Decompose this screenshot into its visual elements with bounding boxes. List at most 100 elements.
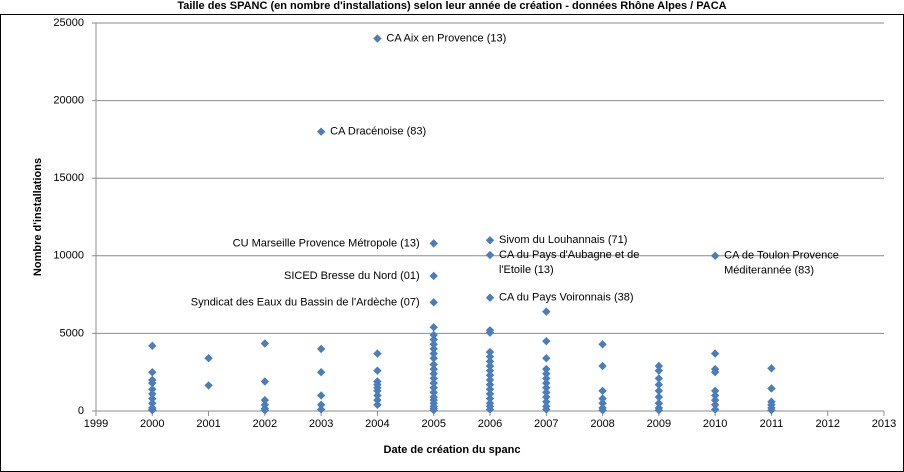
point [654,380,664,389]
x-tick-label: 2001 [196,418,220,430]
point [485,236,495,245]
point [542,369,551,378]
point [654,361,664,371]
point [485,366,495,375]
point [148,399,157,408]
point [429,335,438,344]
point [598,386,607,396]
point [429,354,438,363]
point [429,364,438,374]
point [260,339,270,348]
point [429,378,438,388]
point [429,344,438,354]
point [542,397,551,406]
point [260,377,270,386]
point [710,368,720,377]
point [429,330,438,340]
point [148,341,157,351]
point [598,340,607,349]
point [429,322,438,332]
point [542,374,551,383]
point-label: Syndicat des Eaux du Bassin de l'Ardèche… [191,296,420,308]
chart-frame [0,14,904,472]
x-tick-label: 2004 [365,418,389,430]
point [316,127,326,136]
point-label: CA du Pays Voironnais (38) [499,292,634,304]
point [598,394,607,403]
point [542,392,551,402]
point [767,364,776,373]
point [316,344,326,354]
point [485,385,495,394]
point [485,394,495,403]
y-tick-label: 15000 [53,172,84,184]
point [485,357,495,366]
point [260,406,270,415]
point [485,405,495,414]
x-tick-label: 2005 [421,418,445,430]
x-axis-label: Date de création du spanc [384,444,521,456]
point [654,399,664,408]
point [148,389,157,399]
point [485,371,495,380]
point [710,386,720,396]
point [373,395,382,405]
point [316,368,326,377]
point [710,251,720,260]
x-tick-label: 2003 [309,418,333,430]
point-label: CA Dracénoise (83) [330,126,426,138]
point [598,406,607,415]
point [767,406,776,415]
point [542,378,551,388]
point [429,383,438,392]
point-label: Méditerannée (83) [724,265,814,277]
x-tick-label: 2013 [872,418,896,430]
point [373,349,382,358]
y-tick-label: 5000 [60,327,84,339]
point [485,250,495,260]
point [316,405,326,414]
point [429,271,438,281]
point [542,364,551,374]
point [710,391,720,400]
point [767,384,776,393]
point-label: CA Aix en Provence (13) [386,32,506,44]
point [485,347,495,357]
point [316,391,326,400]
point-label: CU Marseille Provence Métropole (13) [233,237,420,249]
point [373,34,382,43]
point [204,354,213,363]
point [148,378,157,388]
point [429,360,438,369]
x-tick-label: 2007 [534,418,558,430]
x-tick-label: 2011 [760,418,784,430]
y-tick-label: 20000 [53,95,84,107]
x-tick-label: 2006 [478,418,502,430]
point [485,380,495,389]
point [542,336,551,346]
point [710,405,720,414]
point [485,293,495,302]
point [485,361,495,371]
point [429,388,438,397]
x-tick-label: 2009 [647,418,671,430]
point [429,406,438,415]
point [148,394,157,403]
point [654,406,664,415]
point [373,386,382,396]
point [373,400,382,409]
point [710,400,720,409]
point [148,368,157,377]
point [373,366,382,375]
point [260,395,270,405]
y-tick-label: 10000 [53,250,84,262]
point [654,374,664,383]
point-label: CA du Pays d'Aubagne et de [499,249,639,261]
y-axis-label: Nombre d'installations [32,158,44,276]
x-tick-label: 2002 [253,418,277,430]
chart-title: Taille des SPANC (en nombre d'installati… [177,0,726,12]
point [485,375,495,385]
point [148,406,157,415]
point [654,366,664,375]
